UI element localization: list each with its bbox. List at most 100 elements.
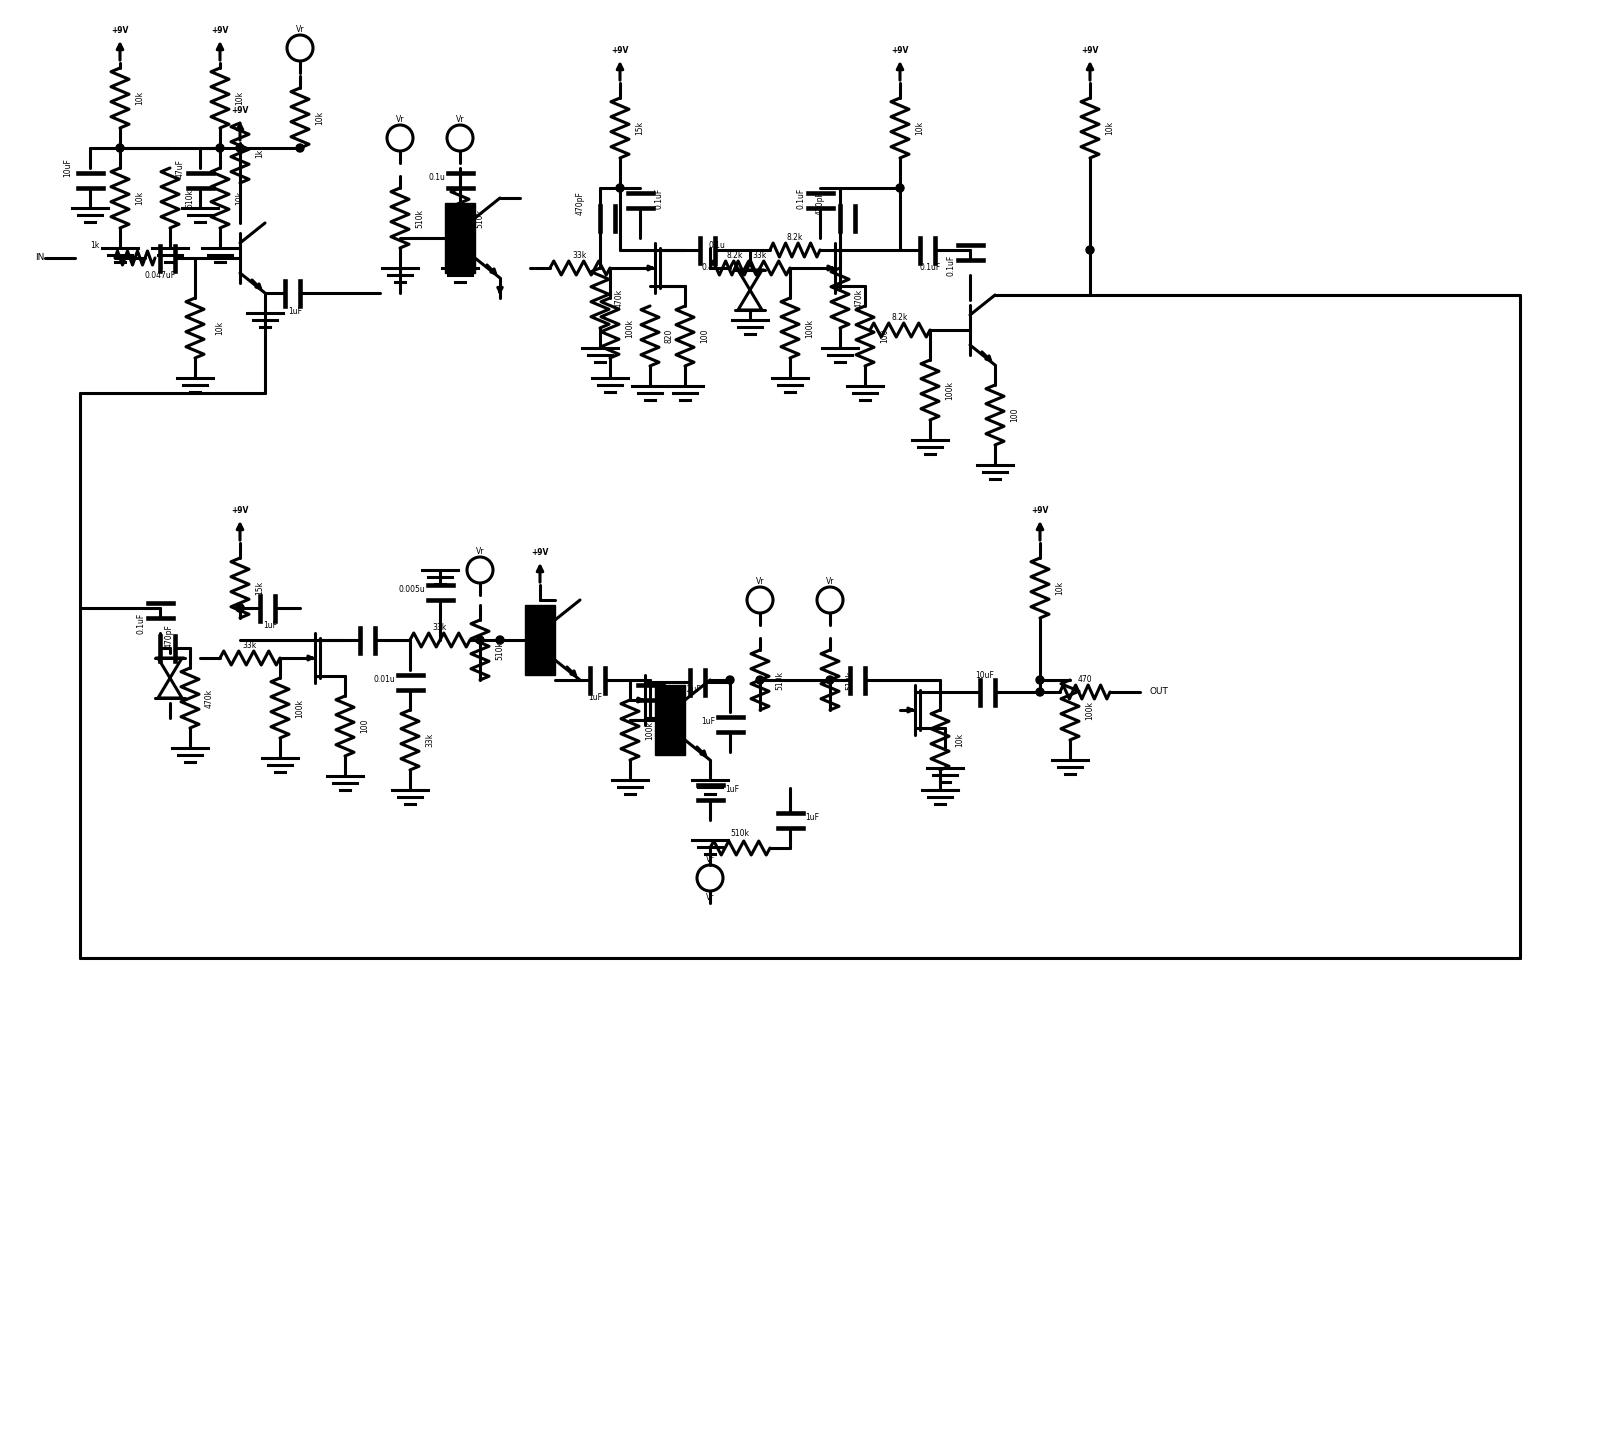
Text: +9V: +9V xyxy=(232,106,248,115)
Text: 0.1uF: 0.1uF xyxy=(920,263,941,272)
Text: 10k: 10k xyxy=(315,111,323,125)
Text: 100k: 100k xyxy=(946,381,954,400)
Text: 0.047uF: 0.047uF xyxy=(144,272,176,280)
Text: 1uF: 1uF xyxy=(805,814,819,823)
Text: 10k: 10k xyxy=(235,91,243,105)
Text: 0.01u: 0.01u xyxy=(373,676,395,684)
Text: 100: 100 xyxy=(701,329,709,344)
Circle shape xyxy=(757,676,765,684)
Text: Vr: Vr xyxy=(395,115,405,125)
Text: 15k: 15k xyxy=(635,121,643,135)
Text: Vr: Vr xyxy=(826,578,834,587)
Circle shape xyxy=(896,184,904,193)
Text: 100k: 100k xyxy=(626,318,634,338)
Circle shape xyxy=(1037,676,1043,684)
Circle shape xyxy=(1037,687,1043,696)
Text: 100k: 100k xyxy=(294,699,304,718)
Text: 100: 100 xyxy=(1010,408,1019,423)
Text: Vr: Vr xyxy=(296,26,304,35)
Text: Vr: Vr xyxy=(706,893,714,903)
Text: IN: IN xyxy=(35,253,45,263)
Text: 1uF: 1uF xyxy=(701,718,715,726)
Text: Vr: Vr xyxy=(475,548,485,557)
Bar xyxy=(445,203,475,273)
Text: 0.1uF: 0.1uF xyxy=(654,187,664,209)
Text: 10k: 10k xyxy=(214,321,224,335)
Text: 470k: 470k xyxy=(614,289,624,308)
Text: 470pF: 470pF xyxy=(165,624,174,649)
Circle shape xyxy=(496,636,504,644)
Text: 8.2k: 8.2k xyxy=(787,233,803,243)
Text: 33k: 33k xyxy=(573,252,587,260)
Text: 100: 100 xyxy=(360,719,370,733)
Text: 0.005u: 0.005u xyxy=(398,585,426,594)
Text: 510k: 510k xyxy=(731,828,749,837)
Circle shape xyxy=(826,676,834,684)
Text: 100k: 100k xyxy=(805,318,814,338)
Text: +9V: +9V xyxy=(891,46,909,55)
Text: 10uF: 10uF xyxy=(62,158,72,177)
Bar xyxy=(654,684,685,755)
Circle shape xyxy=(1086,246,1094,255)
Text: 10k: 10k xyxy=(955,733,963,748)
Circle shape xyxy=(296,144,304,152)
Text: 470pF: 470pF xyxy=(816,191,826,214)
Text: 1uF: 1uF xyxy=(288,306,302,315)
Text: 0.1uF: 0.1uF xyxy=(136,613,146,634)
Text: 33k: 33k xyxy=(754,252,766,260)
Text: 510k: 510k xyxy=(774,670,784,689)
Text: 0.1u: 0.1u xyxy=(429,174,445,183)
Text: +9V: +9V xyxy=(1082,46,1099,55)
Text: 0.1uF: 0.1uF xyxy=(946,255,955,276)
Circle shape xyxy=(616,184,624,193)
Text: 10k: 10k xyxy=(1054,581,1064,595)
Text: 470k: 470k xyxy=(205,689,214,707)
Text: Vr: Vr xyxy=(755,578,765,587)
Text: 10k: 10k xyxy=(134,91,144,105)
Circle shape xyxy=(726,676,734,684)
Text: 470: 470 xyxy=(1078,676,1093,684)
Text: +9V: +9V xyxy=(1032,506,1048,515)
Circle shape xyxy=(477,636,483,644)
Text: 510k: 510k xyxy=(494,640,504,660)
Circle shape xyxy=(237,604,243,613)
Text: 100: 100 xyxy=(880,329,890,344)
Text: 0.0022uF: 0.0022uF xyxy=(666,686,701,695)
Text: 100k: 100k xyxy=(1085,700,1094,719)
Text: 0.1u: 0.1u xyxy=(709,240,725,250)
Text: 510k: 510k xyxy=(186,188,194,207)
Text: 510k: 510k xyxy=(414,209,424,227)
Circle shape xyxy=(237,604,243,613)
Text: 1uF: 1uF xyxy=(725,785,739,795)
Circle shape xyxy=(216,144,224,152)
Text: 510k: 510k xyxy=(845,670,854,689)
Text: OUT: OUT xyxy=(1150,687,1170,696)
Circle shape xyxy=(237,144,243,152)
Text: 820: 820 xyxy=(666,329,674,344)
Text: +9V: +9V xyxy=(531,548,549,557)
Text: 0.1u: 0.1u xyxy=(701,263,718,272)
Circle shape xyxy=(115,144,125,152)
Text: +9V: +9V xyxy=(611,46,629,55)
Text: Vr: Vr xyxy=(706,856,714,864)
Text: +9V: +9V xyxy=(211,26,229,35)
Text: 0.1uF: 0.1uF xyxy=(797,187,805,209)
Text: 8.2k: 8.2k xyxy=(891,313,909,322)
Text: 470k: 470k xyxy=(854,289,864,308)
Text: 10k: 10k xyxy=(134,191,144,206)
Text: 15k: 15k xyxy=(254,581,264,595)
Text: 8.2k: 8.2k xyxy=(726,252,742,260)
Text: 470pF: 470pF xyxy=(576,191,586,214)
Text: +9V: +9V xyxy=(232,506,248,515)
Text: 100k: 100k xyxy=(645,720,654,739)
Text: 1uF: 1uF xyxy=(262,621,277,630)
Text: 10k: 10k xyxy=(1106,121,1114,135)
Text: 47uF: 47uF xyxy=(176,158,186,177)
Text: 1uF: 1uF xyxy=(589,693,602,703)
Text: 10k: 10k xyxy=(915,121,925,135)
Text: 33k: 33k xyxy=(434,624,446,633)
Text: 33k: 33k xyxy=(243,641,258,650)
Text: 10k: 10k xyxy=(235,191,243,206)
Text: +9V: +9V xyxy=(112,26,128,35)
Text: 10uF: 10uF xyxy=(976,670,995,680)
